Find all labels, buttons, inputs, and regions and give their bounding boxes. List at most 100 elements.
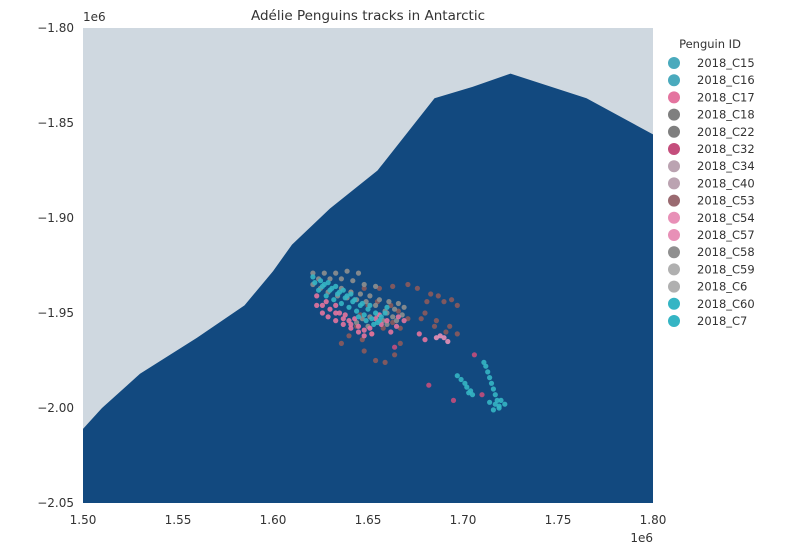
data-point: [359, 300, 365, 307]
data-point: [338, 340, 344, 346]
data-point: [321, 270, 327, 276]
data-point: [333, 283, 339, 289]
data-point: [357, 291, 363, 297]
y-tick-label: −2.00: [37, 401, 74, 415]
data-point: [498, 397, 504, 403]
data-point: [367, 293, 373, 299]
data-point: [488, 380, 495, 386]
data-point: [331, 297, 337, 303]
legend-label: 2018_C34: [697, 159, 755, 173]
data-point: [401, 304, 407, 310]
y-tick-label: −1.85: [37, 116, 74, 130]
data-point: [361, 348, 367, 354]
data-point: [325, 280, 331, 286]
legend-marker: [668, 57, 680, 69]
data-point: [395, 314, 401, 320]
y-tick-label: −2.05: [37, 496, 74, 510]
legend-label: 2018_C59: [697, 262, 755, 276]
legend-item: 2018_C15: [668, 56, 755, 70]
data-point: [441, 299, 447, 305]
x-tick-label: 1.65: [355, 513, 382, 527]
data-point: [323, 293, 329, 299]
series-2018_C54: [433, 333, 451, 345]
legend-label: 2018_C54: [697, 211, 755, 225]
legend-item: 2018_C32: [668, 142, 755, 156]
data-point: [346, 333, 352, 339]
legend-label: 2018_C40: [697, 176, 755, 190]
data-point: [373, 357, 379, 364]
data-point: [355, 314, 362, 320]
legend-marker: [668, 315, 680, 327]
data-point: [424, 299, 430, 305]
data-point: [414, 285, 420, 291]
data-point: [492, 392, 498, 398]
data-point: [445, 338, 451, 345]
legend-marker: [668, 194, 680, 207]
data-point: [333, 318, 339, 324]
data-point: [338, 300, 344, 307]
data-point: [373, 283, 379, 289]
legend-entries: 2018_C15 2018_C16 2018_C17 2018_C18 2018_C22…: [668, 56, 755, 328]
x-tick-label: 1.80: [640, 513, 667, 527]
data-point: [496, 405, 502, 411]
data-point: [325, 314, 331, 320]
data-point: [401, 318, 407, 324]
data-point: [319, 310, 325, 316]
data-point: [319, 302, 325, 308]
legend-item: 2018_C18: [668, 108, 755, 122]
legend-item: 2018_C34: [668, 159, 755, 173]
legend-marker: [668, 263, 680, 276]
series-2018_C32: [392, 344, 485, 403]
legend-marker: [668, 160, 680, 173]
data-point: [384, 318, 390, 324]
data-point: [487, 399, 493, 405]
legend-item: 2018_C53: [668, 194, 755, 208]
data-point: [376, 297, 382, 303]
data-point: [350, 278, 356, 284]
data-point: [316, 287, 322, 293]
y-axis-ticks: −1.80 −1.85 −1.90 −1.95 −2.00 −2.05: [37, 21, 74, 510]
data-point: [422, 310, 428, 316]
data-point: [466, 390, 472, 396]
data-point: [393, 323, 400, 329]
data-point: [373, 302, 379, 308]
data-point: [458, 376, 464, 383]
legend-marker: [668, 108, 680, 121]
legend-marker: [668, 125, 680, 138]
data-point: [361, 281, 367, 288]
data-point: [490, 386, 496, 392]
legend-label: 2018_C60: [697, 297, 755, 311]
data-point: [431, 323, 438, 329]
data-point: [449, 297, 455, 303]
data-point: [422, 337, 428, 343]
data-point: [392, 306, 398, 312]
data-point: [310, 270, 316, 276]
y-tick-label: −1.90: [37, 211, 74, 225]
data-point: [352, 297, 358, 303]
data-point: [314, 293, 320, 299]
x-axis-offset-label: 1e6: [630, 531, 653, 545]
data-point: [416, 331, 422, 337]
data-point: [355, 323, 362, 329]
legend-label: 2018_C18: [697, 108, 755, 122]
data-point: [384, 321, 390, 327]
data-point: [323, 299, 329, 305]
x-tick-label: 1.75: [545, 513, 572, 527]
data-point: [333, 302, 339, 308]
data-point: [367, 325, 373, 331]
data-point: [346, 304, 352, 310]
data-point: [340, 321, 346, 327]
legend-label: 2018_C17: [697, 90, 755, 104]
legend-item: 2018_C58: [668, 245, 755, 259]
data-point: [344, 268, 350, 274]
data-point: [454, 373, 460, 379]
legend-marker: [668, 246, 680, 259]
data-point: [367, 302, 373, 308]
chart-title: Adélie Penguins tracks in Antarctic: [251, 8, 485, 24]
data-point: [354, 308, 360, 314]
y-axis-offset-label: 1e6: [83, 10, 106, 24]
data-point: [382, 359, 388, 365]
legend-label: 2018_C7: [697, 314, 747, 328]
legend-label: 2018_C15: [697, 56, 755, 70]
